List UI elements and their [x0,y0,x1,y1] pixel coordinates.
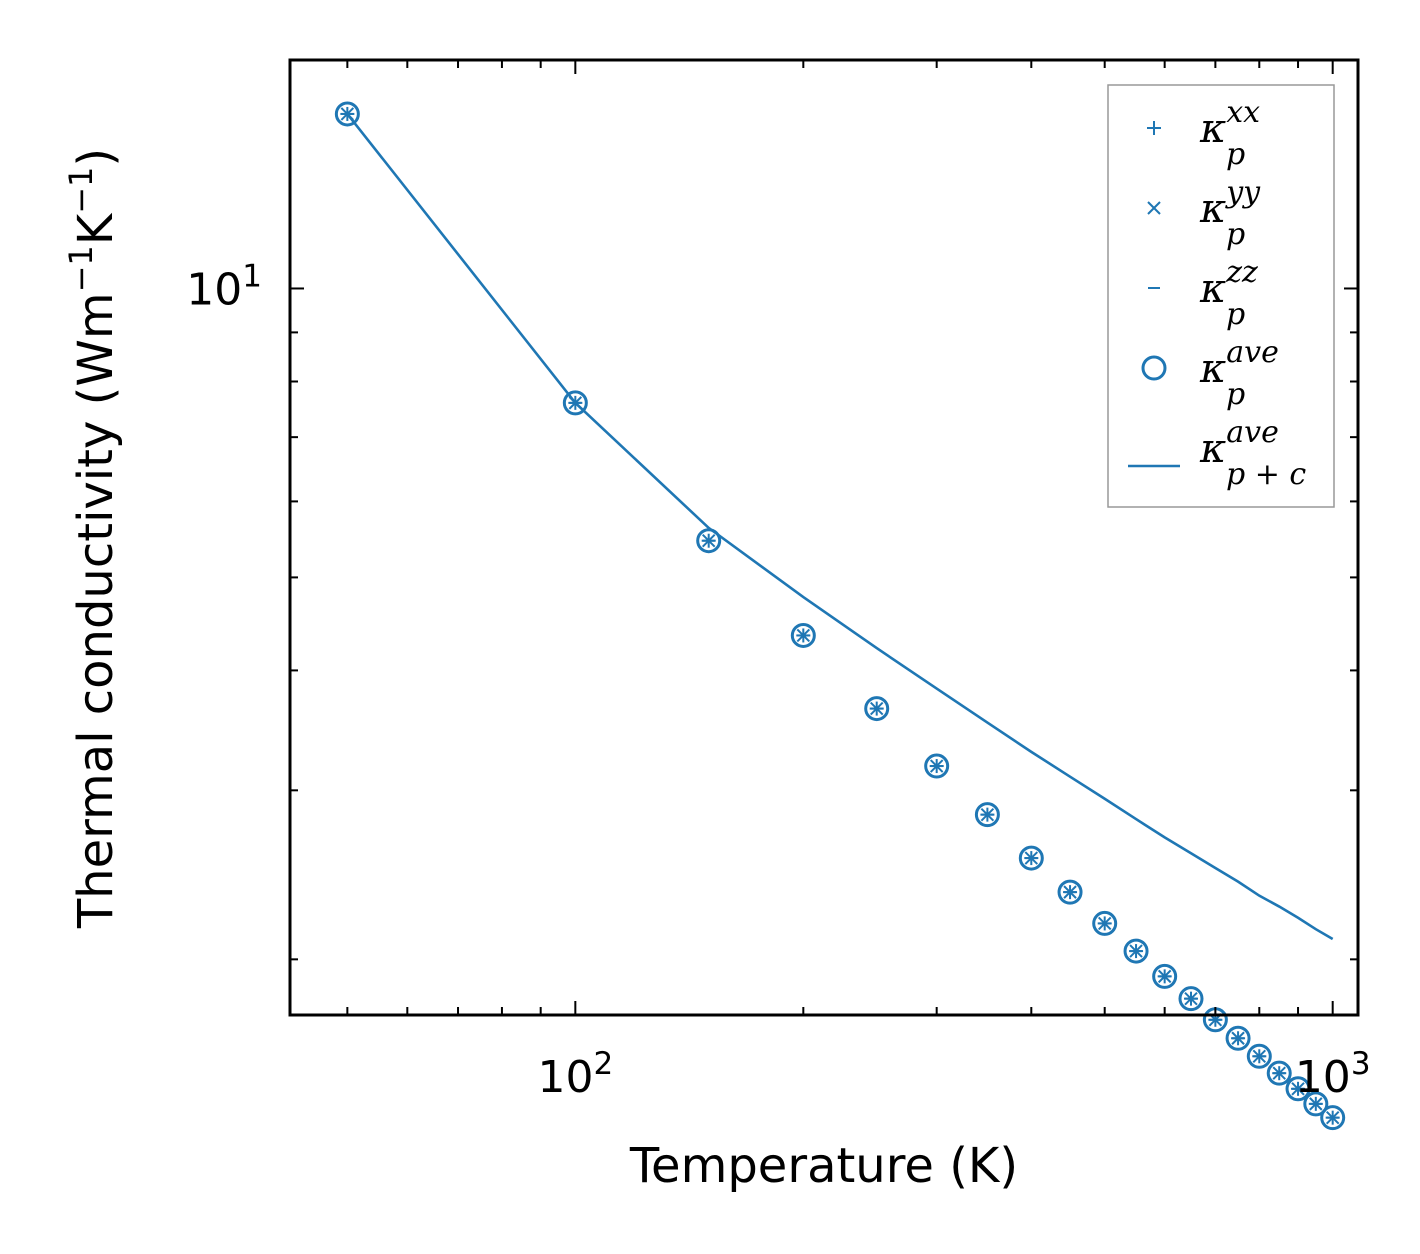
plot-frame [288,58,1360,1017]
legend-marker [1147,121,1161,135]
legend-label: κzz p [1199,255,1258,332]
legend-box [1107,84,1335,508]
tick-labels: 102 103 101 [186,258,1370,1103]
legend-item-3: κzz p [1148,255,1258,332]
data-point [1266,1060,1292,1086]
data-point [1320,1105,1346,1131]
x-axis-title: Temperature (K) [629,1138,1018,1194]
data-point [1178,986,1204,1012]
data-point [696,528,722,554]
series-5 [346,113,1334,941]
chart-marks [334,101,1346,1131]
series-line [346,113,1334,941]
legend-marker [1147,201,1161,215]
legend-item-4: κave p [1141,335,1279,412]
data-point [562,390,588,416]
data-point [864,696,890,722]
legend-label: κave p [1199,335,1279,412]
legend-label: κyy p [1199,175,1261,252]
legend-label: κave p + c [1199,415,1306,492]
x-tick-label: 102 [537,1046,613,1103]
data-point [1246,1043,1272,1069]
data-point [1152,963,1178,989]
series-3 [341,112,1339,1119]
data-point [924,753,950,779]
legend-item-5: κave p + c [1128,415,1306,492]
data-point [1225,1025,1251,1051]
data-point [1303,1091,1329,1117]
legend-item-1: κxx p [1147,95,1260,172]
data-point [1092,910,1118,936]
data-point [334,101,360,127]
data-point [790,622,816,648]
legend-label: κxx p [1199,95,1260,172]
data-point [1123,938,1149,964]
data-point [974,802,1000,828]
data-point [1285,1076,1311,1102]
y-axis-title: Thermal conductivity (Wm−1K−1) [62,148,124,929]
legend-marker [1141,355,1167,381]
series-4 [334,101,1346,1131]
legend-item-2: κyy p [1147,175,1261,252]
axis-ticks [290,60,1358,1015]
data-point [1057,879,1083,905]
x-tick-label: 103 [1295,1046,1371,1103]
y-tick-label: 101 [186,258,262,315]
data-point [1018,845,1044,871]
